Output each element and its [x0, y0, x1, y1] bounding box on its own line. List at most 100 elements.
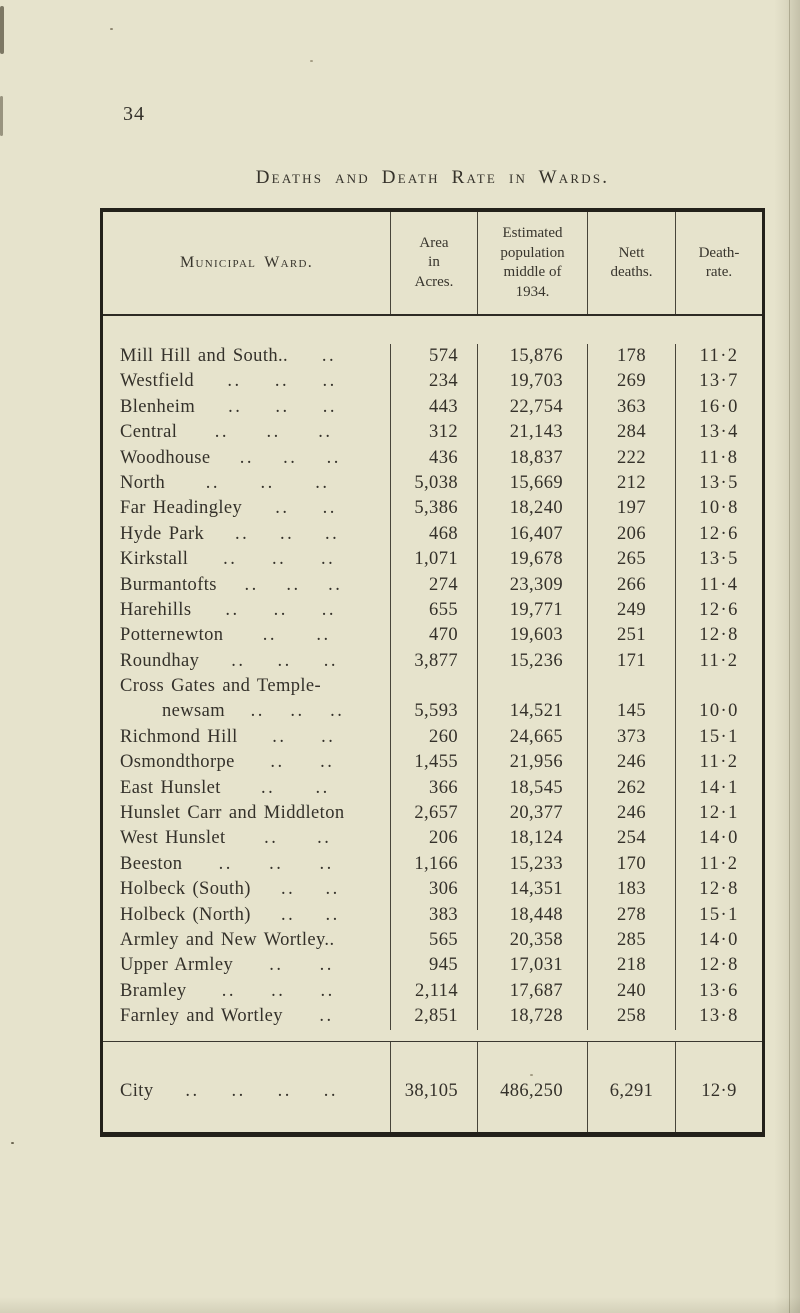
area-value: 312 [429, 422, 458, 443]
ward-name-cell: Holbeck (South).... [103, 877, 390, 902]
population-value: 18,728 [509, 1006, 563, 1027]
area-cell: 2,114 [390, 978, 477, 1005]
population-value: 15,233 [509, 853, 563, 874]
header-municipal-ward: Municipal Ward. [103, 212, 390, 314]
area-cell: 468 [390, 521, 477, 548]
population-value: 19,678 [509, 549, 563, 570]
area-cell: 5,386 [390, 496, 477, 522]
ward-name-cell: Potternewton.... [103, 623, 390, 648]
population-cell: 18,240 [477, 496, 587, 522]
deaths-value: 246 [617, 803, 646, 824]
dot-leader-pair: .. [244, 574, 259, 595]
deaths-cell: 212 [587, 470, 675, 497]
dot-leader-pair: .. [269, 853, 284, 874]
deaths-value: 240 [617, 980, 646, 1001]
dot-leader-pair: .. [321, 549, 336, 570]
dot-leader-pair: .. [325, 879, 340, 900]
area-value: 366 [429, 777, 458, 798]
rate-value: 13·7 [699, 371, 739, 392]
deaths-value: 206 [617, 523, 646, 544]
population-cell: 18,545 [477, 775, 587, 802]
table-row: Potternewton.... 470 19,603 251 12·8 [103, 623, 762, 649]
area-value: 383 [429, 904, 458, 925]
table-row: West Hunslet.... 206 18,124 254 14·0 [103, 826, 762, 852]
table-header-row: Municipal Ward. Area in Acres. Estimated… [103, 212, 762, 316]
deaths-value: 145 [617, 701, 646, 722]
rate-value: 15·1 [699, 904, 739, 925]
header-population-line: 1934. [515, 283, 550, 300]
dot-leader-pair: .. [221, 980, 236, 1001]
deaths-value: 222 [617, 447, 646, 468]
dot-leader-pair: .. [315, 777, 330, 798]
ward-name: Mill Hill and South.. [120, 346, 289, 366]
area-value: 470 [429, 625, 458, 646]
dot-leader-pair: .. [260, 472, 275, 493]
ward-name-cell: Roundhay...... [103, 649, 390, 674]
dot-leader-pair: .. [283, 447, 298, 468]
rate-cell: 14·1 [675, 775, 762, 802]
dot-leader-pair: .. [319, 1006, 334, 1027]
area-cell: 312 [390, 420, 477, 446]
population-cell: 15,233 [477, 851, 587, 878]
population-value: 15,876 [509, 346, 563, 366]
table-row: Hyde Park...... 468 16,407 206 12·6 [103, 521, 762, 548]
dot-leader-pair: .. [264, 828, 279, 849]
ward-name: Hyde Park [120, 523, 205, 544]
table-row: Beeston...... 1,166 15,233 170 11·2 [103, 851, 762, 878]
dot-leader-pair: .. [318, 422, 333, 443]
dot-leader-pair: .. [225, 599, 240, 620]
rate-cell: 10·8 [675, 496, 762, 522]
dot-leader: .... [221, 776, 370, 801]
rate-cell: 13·7 [675, 369, 762, 395]
dot-leader-pair: .. [319, 853, 334, 874]
ward-name: Armley and New Wortley.. [120, 930, 335, 950]
deaths-cell: 373 [587, 724, 675, 751]
page-number: 34 [123, 103, 145, 125]
dot-leader-pair: .. [322, 396, 337, 417]
dot-leader-pair: .. [262, 625, 278, 646]
rate-cell: 13·8 [675, 1004, 762, 1030]
rate-value: 12·8 [699, 879, 739, 900]
area-value: 5,593 [414, 701, 458, 722]
area-value: 234 [429, 371, 458, 392]
table-row: North...... 5,038 15,669 212 13·5 [103, 470, 762, 497]
dot-leader: ...... [211, 446, 371, 471]
deaths-cell: 6,291 [587, 1041, 675, 1132]
area-value: 655 [429, 599, 458, 620]
ward-name: Westfield [120, 371, 195, 392]
population-value: 14,521 [509, 701, 563, 722]
ward-name: Woodhouse [120, 447, 211, 468]
population-cell: 21,956 [477, 750, 587, 776]
header-death-rate-line: rate. [705, 264, 733, 280]
dot-leader-pair: .. [231, 1080, 246, 1101]
population-value: 23,309 [509, 574, 563, 595]
deaths-cell: 145 [587, 674, 675, 725]
deaths-value: 285 [617, 930, 646, 950]
ward-name: Roundhay [120, 650, 200, 671]
deaths-value: 258 [617, 1006, 646, 1027]
ward-name: North [120, 472, 166, 493]
dot-leader-pair: .. [185, 1080, 200, 1101]
population-cell: 16,407 [477, 521, 587, 548]
area-value: 574 [429, 346, 458, 366]
rate-value: 11·8 [699, 447, 739, 468]
dot-leader-pair: .. [270, 752, 285, 773]
rate-value: 13·5 [699, 549, 739, 570]
deaths-value: 262 [617, 777, 646, 798]
population-cell: 15,669 [477, 470, 587, 497]
rate-value: 11·2 [699, 346, 739, 366]
table-row: Burmantofts...... 274 23,309 266 11·4 [103, 572, 762, 598]
dot-leader-pair: .. [320, 980, 335, 1001]
rate-value: 10·8 [699, 498, 739, 519]
area-value: 2,114 [415, 980, 458, 1001]
ward-name-cell: Woodhouse...... [103, 446, 390, 471]
header-death-rate: Death- rate. [675, 212, 762, 314]
ward-name: Harehills [120, 599, 192, 620]
rate-value: 11·2 [699, 650, 739, 671]
deaths-value: 197 [617, 498, 646, 519]
header-nett-deaths-line: deaths. [610, 264, 653, 280]
dot-leader-pair: .. [223, 549, 238, 570]
rate-cell: 15·1 [675, 902, 762, 929]
ward-name-line: newsam...... [120, 699, 382, 724]
